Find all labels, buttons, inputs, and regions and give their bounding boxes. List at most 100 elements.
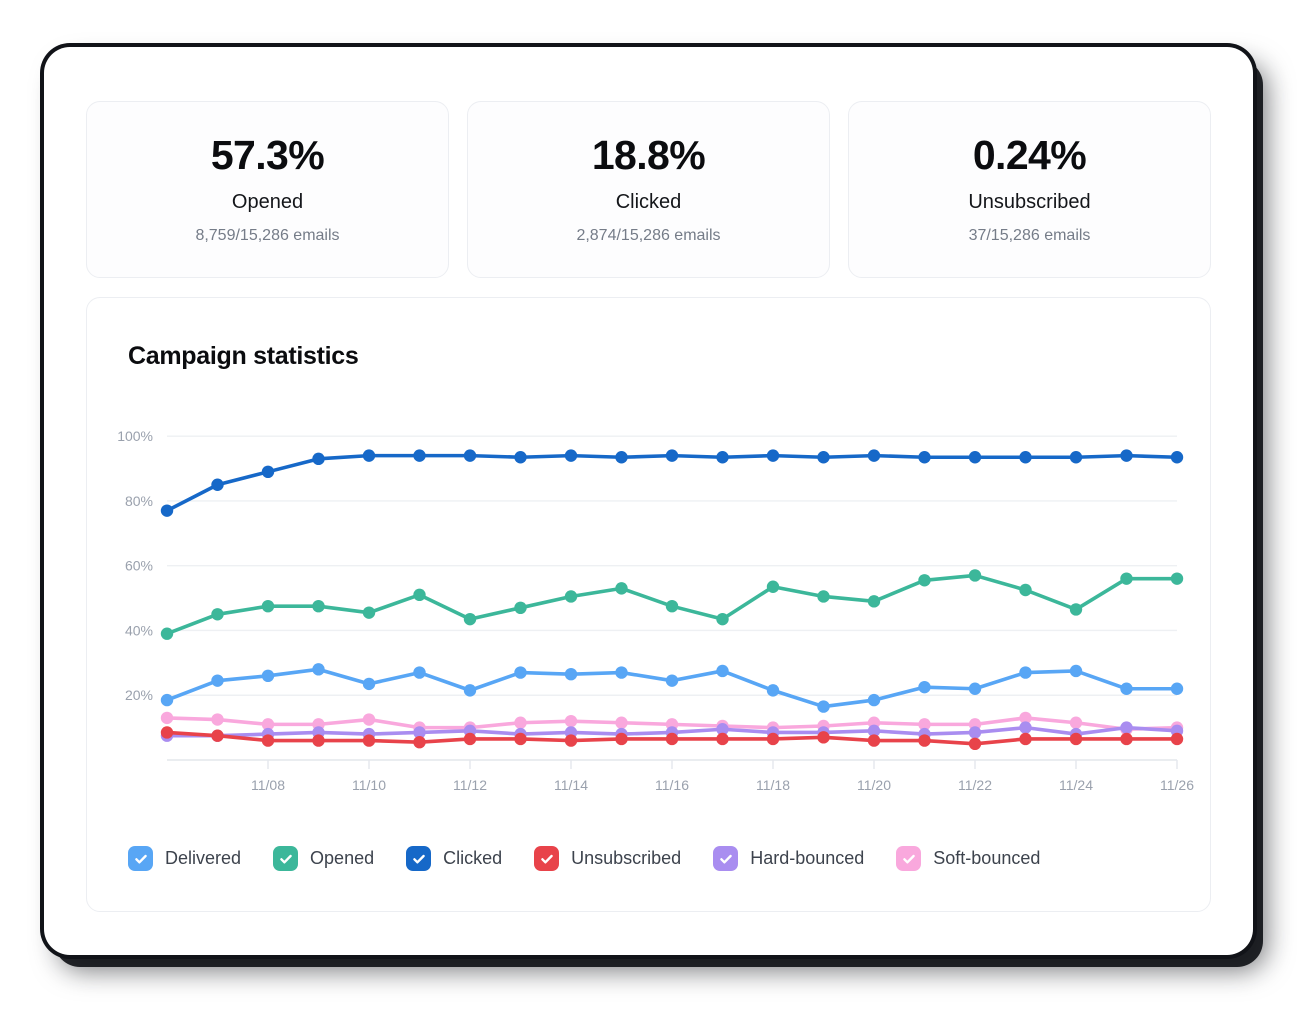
data-point[interactable]	[413, 726, 426, 739]
data-point[interactable]	[968, 726, 982, 739]
data-point[interactable]	[160, 726, 174, 739]
data-point[interactable]	[1170, 451, 1184, 464]
data-point[interactable]	[918, 734, 931, 747]
data-point[interactable]	[716, 612, 729, 626]
data-point[interactable]	[766, 732, 780, 746]
data-point[interactable]	[766, 684, 780, 697]
data-point[interactable]	[1019, 711, 1032, 725]
data-point[interactable]	[968, 569, 982, 582]
data-point[interactable]	[867, 693, 881, 707]
data-point[interactable]	[362, 713, 376, 726]
checkbox-checked-icon[interactable]	[896, 846, 922, 871]
data-point[interactable]	[918, 574, 931, 587]
data-point[interactable]	[312, 734, 325, 747]
data-point[interactable]	[413, 735, 426, 749]
legend-item-clicked[interactable]: Clicked	[406, 846, 502, 871]
data-point[interactable]	[514, 601, 527, 615]
data-point[interactable]	[615, 582, 628, 595]
data-point[interactable]	[665, 599, 679, 613]
data-point[interactable]	[1019, 666, 1032, 679]
legend-item-opened[interactable]: Opened	[273, 846, 374, 871]
checkbox-checked-icon[interactable]	[406, 846, 432, 871]
data-point[interactable]	[665, 674, 679, 687]
data-point[interactable]	[362, 449, 376, 462]
data-point[interactable]	[615, 451, 628, 464]
data-point[interactable]	[1120, 449, 1133, 462]
data-point[interactable]	[514, 666, 527, 679]
data-point[interactable]	[1069, 451, 1083, 464]
data-point[interactable]	[968, 451, 982, 464]
data-point[interactable]	[564, 667, 578, 681]
data-point[interactable]	[211, 729, 224, 742]
data-point[interactable]	[1120, 682, 1133, 695]
legend-item-unsubscribed[interactable]: Unsubscribed	[534, 846, 681, 871]
data-point[interactable]	[1019, 583, 1032, 597]
data-point[interactable]	[766, 449, 780, 462]
data-point[interactable]	[160, 711, 174, 725]
data-point[interactable]	[514, 716, 527, 729]
data-point[interactable]	[918, 680, 931, 694]
data-point[interactable]	[564, 590, 578, 603]
data-point[interactable]	[463, 449, 477, 462]
data-point[interactable]	[918, 451, 931, 464]
data-point[interactable]	[817, 590, 830, 603]
data-point[interactable]	[615, 732, 628, 746]
data-point[interactable]	[766, 580, 780, 593]
data-point[interactable]	[665, 449, 679, 462]
data-point[interactable]	[716, 664, 729, 678]
data-point[interactable]	[968, 737, 982, 751]
data-point[interactable]	[1120, 721, 1133, 734]
data-point[interactable]	[564, 714, 578, 728]
data-point[interactable]	[413, 449, 426, 462]
data-point[interactable]	[261, 599, 275, 613]
data-point[interactable]	[867, 734, 881, 747]
data-point[interactable]	[463, 684, 477, 697]
data-point[interactable]	[1069, 664, 1083, 678]
checkbox-checked-icon[interactable]	[534, 846, 560, 871]
data-point[interactable]	[160, 627, 174, 640]
checkbox-checked-icon[interactable]	[713, 846, 739, 871]
data-point[interactable]	[817, 731, 830, 744]
data-point[interactable]	[211, 608, 224, 621]
data-point[interactable]	[211, 713, 224, 726]
data-point[interactable]	[1069, 732, 1083, 746]
legend-item-soft-bounced[interactable]: Soft-bounced	[896, 846, 1040, 871]
data-point[interactable]	[1069, 716, 1083, 729]
data-point[interactable]	[1019, 451, 1032, 464]
data-point[interactable]	[867, 724, 881, 738]
data-point[interactable]	[1170, 732, 1184, 746]
data-point[interactable]	[1120, 572, 1133, 585]
data-point[interactable]	[918, 718, 931, 731]
data-point[interactable]	[463, 612, 477, 626]
checkbox-checked-icon[interactable]	[128, 846, 153, 871]
data-point[interactable]	[615, 716, 628, 729]
data-point[interactable]	[160, 693, 174, 707]
data-point[interactable]	[413, 588, 426, 602]
data-point[interactable]	[1170, 572, 1184, 585]
data-point[interactable]	[261, 465, 275, 479]
data-point[interactable]	[564, 449, 578, 462]
data-point[interactable]	[817, 700, 830, 713]
data-point[interactable]	[968, 682, 982, 695]
data-point[interactable]	[1019, 721, 1032, 734]
data-point[interactable]	[362, 677, 376, 691]
data-point[interactable]	[362, 734, 376, 747]
data-point[interactable]	[261, 718, 275, 731]
checkbox-checked-icon[interactable]	[273, 846, 299, 871]
legend-item-delivered[interactable]: Delivered	[128, 846, 241, 871]
data-point[interactable]	[716, 451, 729, 464]
data-point[interactable]	[867, 595, 881, 608]
data-point[interactable]	[160, 504, 174, 517]
data-point[interactable]	[867, 449, 881, 462]
data-point[interactable]	[312, 663, 325, 676]
data-point[interactable]	[716, 732, 729, 746]
legend-item-hard-bounced[interactable]: Hard-bounced	[713, 846, 864, 871]
data-point[interactable]	[211, 478, 224, 491]
data-point[interactable]	[463, 732, 477, 746]
data-point[interactable]	[615, 666, 628, 679]
data-point[interactable]	[211, 674, 224, 687]
data-point[interactable]	[362, 606, 376, 619]
data-point[interactable]	[665, 732, 679, 746]
data-point[interactable]	[1170, 682, 1184, 695]
data-point[interactable]	[817, 451, 830, 464]
